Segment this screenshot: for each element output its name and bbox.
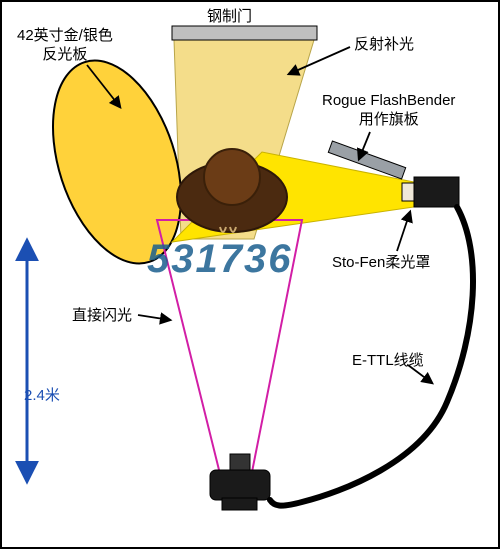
label-ettl-cable: E-TTL线缆 xyxy=(352,352,424,371)
label-bounce-fill: 反射补光 xyxy=(354,36,414,55)
label-distance: 2.4米 xyxy=(24,387,60,406)
stofen-pointer xyxy=(397,212,410,251)
camera-body xyxy=(210,470,270,500)
label-steel-door: 钢制门 xyxy=(207,8,252,27)
lighting-diagram: 42英寸金/银色 反光板 钢制门 反射补光 Rogue FlashBender … xyxy=(0,0,500,549)
label-stofen: Sto-Fen柔光罩 xyxy=(332,254,430,273)
direct-flash-frustum xyxy=(157,220,302,482)
camera-on-flash xyxy=(222,498,257,510)
subject-head xyxy=(204,149,260,205)
label-direct-flash: 直接闪光 xyxy=(72,307,132,326)
camera-lens xyxy=(230,454,250,472)
steel-door xyxy=(172,26,317,40)
diagram-svg xyxy=(2,2,500,549)
label-reflector: 42英寸金/银色 反光板 xyxy=(17,27,113,65)
label-flashbender: Rogue FlashBender 用作旗板 xyxy=(322,92,455,130)
off-camera-flash-body xyxy=(414,177,459,207)
direct-flash-pointer xyxy=(138,315,170,320)
